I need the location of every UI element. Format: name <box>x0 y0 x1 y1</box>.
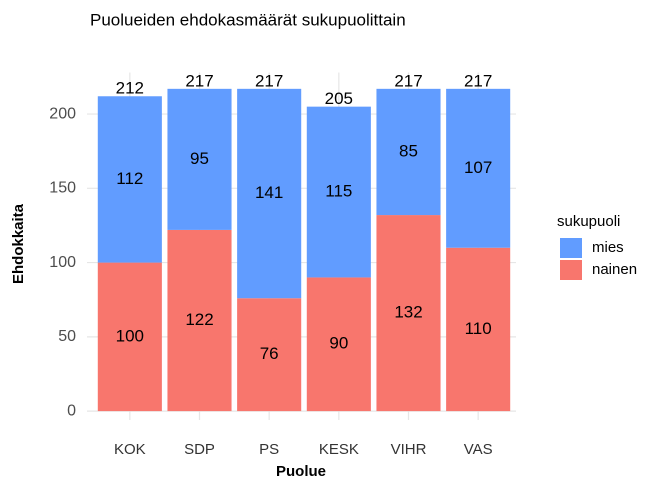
x-tick-label: SDP <box>184 441 215 458</box>
bar-segment <box>376 215 441 412</box>
data-label: 122 <box>185 310 213 329</box>
bar-segment <box>97 262 162 412</box>
legend-key <box>560 238 582 258</box>
x-axis-label: Puolue <box>276 463 326 480</box>
legend-title: sukupuoli <box>557 213 620 230</box>
bar-segment <box>237 88 302 299</box>
bar-segment <box>306 277 371 412</box>
chart-title: Puolueiden ehdokasmäärät sukupuolittain <box>90 10 406 29</box>
data-label: 115 <box>325 182 352 201</box>
data-label: 95 <box>190 149 209 168</box>
x-tick-label: KOK <box>114 441 146 458</box>
bar-segment <box>237 298 302 412</box>
y-tick-label: 150 <box>49 180 76 197</box>
bar-segment <box>446 247 511 412</box>
y-tick-label: 100 <box>49 254 76 271</box>
total-label: 217 <box>185 71 213 90</box>
bar-segment <box>446 88 511 248</box>
legend-label: nainen <box>592 261 637 278</box>
data-label: 112 <box>116 169 143 188</box>
x-tick-label: PS <box>259 441 279 458</box>
bar-segment <box>97 96 162 263</box>
data-label: 100 <box>116 326 144 345</box>
y-tick-label: 200 <box>49 105 76 122</box>
total-label: 217 <box>394 71 422 90</box>
y-axis-label: Ehdokkaita <box>10 203 27 284</box>
y-tick-label: 50 <box>58 328 76 345</box>
data-label: 141 <box>255 183 283 202</box>
data-label: 76 <box>260 344 279 363</box>
total-label: 205 <box>325 89 353 108</box>
legend-label: mies <box>592 239 624 256</box>
legend-key <box>560 260 582 280</box>
bar-segment <box>376 88 441 216</box>
data-label: 85 <box>399 141 418 160</box>
x-tick-label: KESK <box>319 441 359 458</box>
total-label: 217 <box>255 71 283 90</box>
total-label: 217 <box>464 71 492 90</box>
x-tick-label: VAS <box>464 441 493 458</box>
data-label: 107 <box>464 158 492 177</box>
bar-segment <box>167 88 232 230</box>
data-label: 90 <box>329 334 348 353</box>
total-label: 212 <box>116 79 144 98</box>
bar-segment <box>306 106 371 278</box>
data-label: 132 <box>394 303 422 322</box>
y-tick-label: 0 <box>67 402 76 419</box>
data-label: 110 <box>465 319 492 338</box>
x-tick-label: VIHR <box>391 441 427 458</box>
bar-segment <box>167 229 232 412</box>
